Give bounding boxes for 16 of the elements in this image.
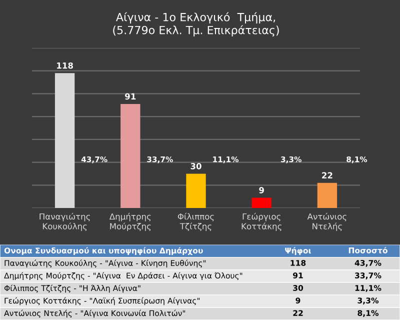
data-label: 22 <box>322 172 332 178</box>
bar <box>317 182 338 208</box>
chart-title: Αίγινα - 1ο Εκλογικό Τμήμα, (5.779ο Εκλ. Τμ. Επικράτειας) <box>113 12 279 36</box>
data-label: 91 <box>125 93 136 100</box>
x-tick-label: Παναγιώτης Κουκούλης <box>40 212 90 232</box>
data-label: 30 <box>190 163 202 170</box>
x-tick-label: Γεώργιος Κοττάκης <box>242 212 282 232</box>
bar <box>186 174 206 208</box>
x-tick-label: Αντώνιος Ντελής <box>307 212 346 232</box>
bar <box>54 73 75 208</box>
bar <box>252 198 272 208</box>
data-label: 9 <box>259 187 264 194</box>
x-tick-label: Δημήτρης Μούρτζης <box>109 212 151 232</box>
x-tick-label: Φίλιππος Τζίτζης <box>178 212 214 232</box>
bar <box>120 104 140 208</box>
data-label: 118 <box>57 62 73 69</box>
